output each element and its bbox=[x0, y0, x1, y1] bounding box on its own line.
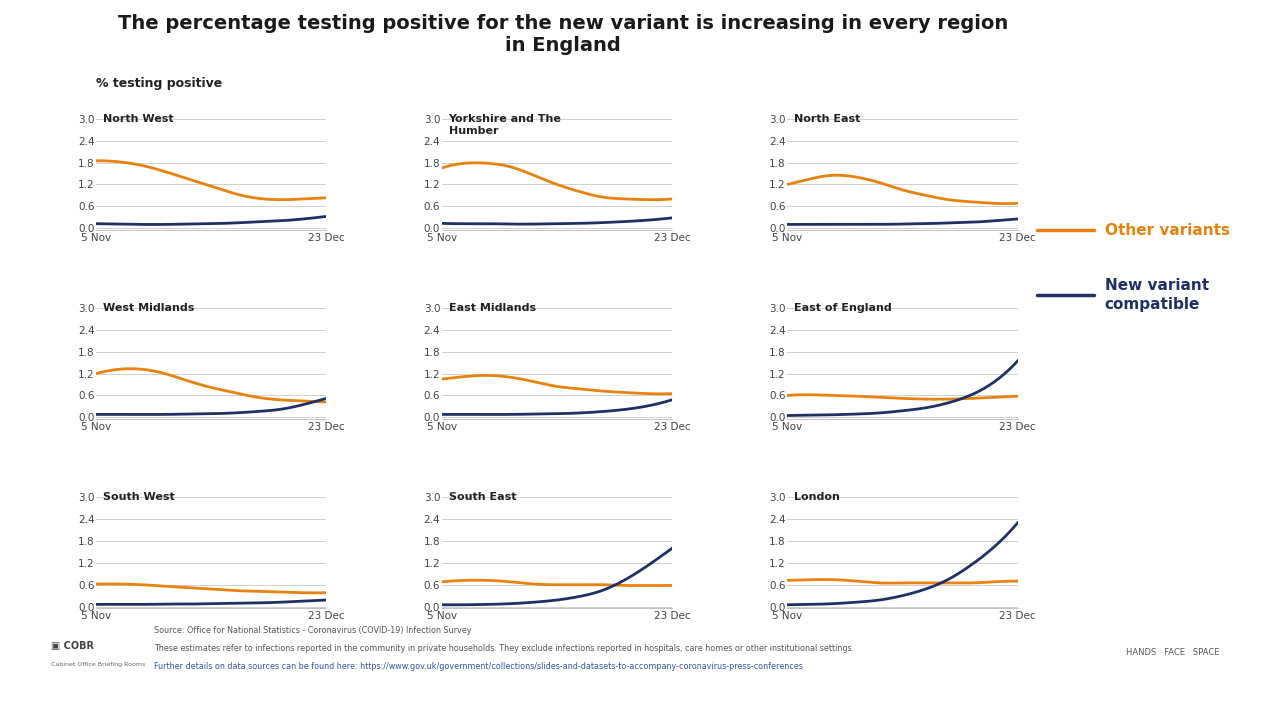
Text: These estimates refer to infections reported in the community in private househo: These estimates refer to infections repo… bbox=[154, 644, 854, 654]
Text: East Midlands: East Midlands bbox=[448, 303, 535, 313]
Text: Yorkshire and The
Humber: Yorkshire and The Humber bbox=[448, 114, 562, 136]
Text: ▣ COBR: ▣ COBR bbox=[51, 641, 95, 651]
Text: North West: North West bbox=[102, 114, 174, 124]
Text: Other variants: Other variants bbox=[1105, 223, 1230, 238]
Text: West Midlands: West Midlands bbox=[102, 303, 195, 313]
Text: Further details on data sources can be found here: https://www.gov.uk/government: Further details on data sources can be f… bbox=[154, 662, 803, 671]
Text: Source: Office for National Statistics - Coronavirus (COVID-19) Infection Survey: Source: Office for National Statistics -… bbox=[154, 626, 471, 635]
Text: South East: South East bbox=[448, 492, 516, 503]
Text: % testing positive: % testing positive bbox=[96, 77, 223, 90]
Text: London: London bbox=[794, 492, 840, 503]
Text: in England: in England bbox=[506, 36, 621, 55]
Text: HANDS   FACE   SPACE: HANDS FACE SPACE bbox=[1126, 648, 1220, 657]
Text: New variant
compatible: New variant compatible bbox=[1105, 279, 1208, 312]
Text: East of England: East of England bbox=[794, 303, 892, 313]
Text: The percentage testing positive for the new variant is increasing in every regio: The percentage testing positive for the … bbox=[118, 14, 1009, 33]
Text: Cabinet Office Briefing Rooms: Cabinet Office Briefing Rooms bbox=[51, 662, 146, 667]
Text: North East: North East bbox=[794, 114, 860, 124]
Text: South West: South West bbox=[102, 492, 174, 503]
